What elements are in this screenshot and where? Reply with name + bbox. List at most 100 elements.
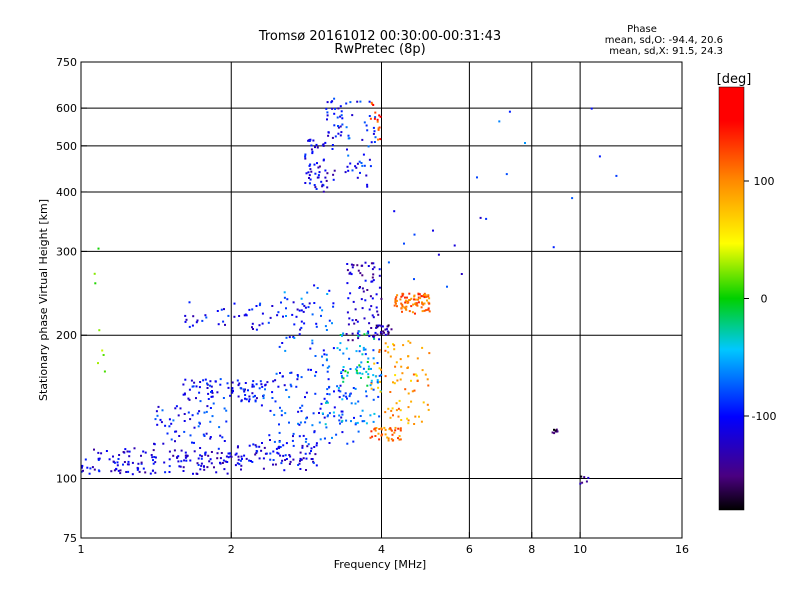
data-point xyxy=(428,310,431,313)
data-point xyxy=(93,468,96,471)
data-point xyxy=(372,273,375,276)
data-point xyxy=(142,467,145,470)
data-point xyxy=(273,413,276,416)
data-point xyxy=(170,438,173,441)
data-point xyxy=(210,451,213,453)
data-point xyxy=(254,444,257,447)
data-point xyxy=(311,458,314,460)
data-point xyxy=(381,433,384,436)
data-point xyxy=(417,296,420,299)
data-point xyxy=(426,299,428,302)
data-point xyxy=(374,116,377,119)
data-point xyxy=(304,182,307,184)
data-point xyxy=(183,393,186,396)
data-point xyxy=(325,107,328,110)
data-point xyxy=(211,391,214,394)
data-point xyxy=(89,467,92,470)
data-point xyxy=(200,455,203,458)
data-point xyxy=(308,302,311,305)
data-point xyxy=(326,388,329,391)
data-point xyxy=(340,110,343,113)
data-point xyxy=(285,315,287,317)
data-point xyxy=(316,162,318,165)
data-point xyxy=(183,430,186,433)
data-point xyxy=(363,121,366,124)
data-point xyxy=(421,369,424,372)
data-point xyxy=(485,217,488,220)
data-point xyxy=(301,446,304,449)
data-point xyxy=(251,461,254,463)
data-point xyxy=(367,365,370,368)
data-point xyxy=(82,469,84,472)
data-point xyxy=(295,315,298,318)
data-point xyxy=(413,298,416,301)
data-point xyxy=(413,278,415,281)
data-point xyxy=(360,162,363,164)
data-point xyxy=(349,271,352,274)
data-point xyxy=(191,324,194,327)
data-point xyxy=(331,136,334,139)
data-point xyxy=(188,398,191,401)
data-point xyxy=(275,447,278,450)
data-point xyxy=(364,261,367,264)
data-point xyxy=(285,458,288,460)
data-point xyxy=(191,414,194,417)
data-point xyxy=(337,389,340,392)
data-point xyxy=(241,458,243,460)
data-point xyxy=(128,450,131,453)
data-point xyxy=(258,457,261,460)
data-point xyxy=(243,314,246,317)
data-point xyxy=(97,459,100,461)
data-point xyxy=(338,414,341,417)
data-point xyxy=(282,315,284,318)
data-point xyxy=(172,419,175,422)
data-point xyxy=(313,163,316,166)
data-point xyxy=(355,369,358,372)
data-point xyxy=(356,100,359,103)
data-point xyxy=(97,247,100,250)
data-point xyxy=(164,471,167,474)
data-point xyxy=(346,442,349,445)
data-point xyxy=(248,459,251,462)
data-point xyxy=(553,428,555,431)
data-point xyxy=(269,458,272,461)
data-point xyxy=(366,185,369,188)
data-point xyxy=(285,389,288,391)
data-point xyxy=(412,373,415,376)
data-point xyxy=(278,345,281,348)
data-point xyxy=(251,308,254,311)
data-point xyxy=(206,405,209,408)
data-point xyxy=(428,352,431,355)
data-point xyxy=(409,341,412,344)
data-point xyxy=(304,153,307,156)
data-point xyxy=(341,117,344,120)
data-point xyxy=(358,160,361,163)
data-point xyxy=(272,450,275,453)
data-point xyxy=(279,372,281,374)
data-point xyxy=(278,440,281,443)
data-point xyxy=(310,148,313,151)
data-point xyxy=(321,364,324,367)
data-point xyxy=(184,456,187,459)
data-point xyxy=(387,351,390,354)
data-point xyxy=(172,454,175,457)
data-point xyxy=(375,326,378,329)
y-tick-label-4: 400 xyxy=(56,186,77,199)
data-point xyxy=(236,462,239,465)
data-point xyxy=(98,457,101,460)
data-point xyxy=(415,374,418,377)
data-point xyxy=(370,305,373,308)
grid-lines xyxy=(81,62,682,538)
data-point xyxy=(372,279,375,282)
data-point xyxy=(381,325,384,328)
data-point xyxy=(144,471,147,474)
colorbar-tick-label-2: -100 xyxy=(752,410,777,423)
data-point xyxy=(213,466,215,469)
data-point xyxy=(245,314,248,317)
data-point xyxy=(369,414,372,417)
data-point xyxy=(352,440,355,443)
data-point xyxy=(226,472,229,475)
data-point xyxy=(349,393,351,396)
data-point xyxy=(310,170,313,173)
data-point xyxy=(225,409,228,412)
